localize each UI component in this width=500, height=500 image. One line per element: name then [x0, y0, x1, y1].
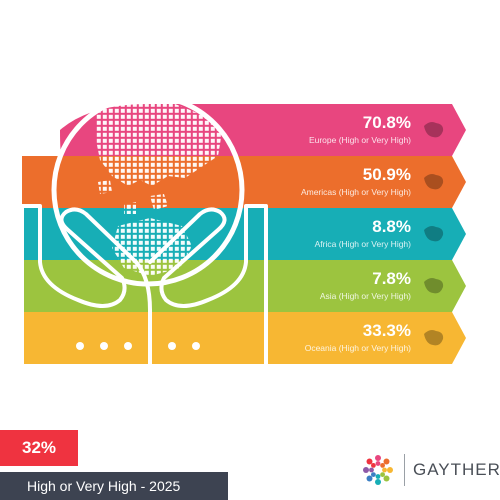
logo-person-body	[375, 461, 381, 466]
oceania-map-icon	[424, 330, 444, 346]
row-caption-europe: Europe (High or Very High)	[309, 135, 411, 145]
logo-person-body	[380, 472, 385, 477]
value-label-oceania: 33.3%	[363, 321, 411, 340]
logo-person-head	[375, 455, 381, 461]
europe-map-icon	[424, 122, 444, 138]
band-edge-asia	[22, 260, 42, 312]
logo-person-head	[383, 475, 390, 482]
logo-person-head	[366, 475, 373, 482]
row-caption-oceania: Oceania (High or Very High)	[305, 343, 411, 353]
brand-divider	[404, 454, 405, 486]
summary-caption: High or Very High - 2025	[0, 472, 228, 500]
logo-person-body	[382, 467, 387, 473]
brand-name: GAYTHER	[413, 460, 500, 479]
people-circle-logo-icon	[363, 455, 393, 485]
band-edge-americas	[22, 156, 42, 208]
brand-logo: GAYTHER	[358, 450, 500, 490]
world-globe-icon	[51, 93, 245, 287]
logo-person-head	[366, 458, 373, 465]
row-caption-asia: Asia (High or Very High)	[320, 291, 411, 301]
value-label-asia: 7.8%	[372, 269, 411, 288]
logo-person-head	[375, 479, 381, 485]
summary-value-badge: 32%	[0, 430, 78, 466]
row-caption-africa: Africa (High or Very High)	[315, 239, 412, 249]
value-label-europe: 70.8%	[363, 113, 411, 132]
logo-person-body	[371, 463, 376, 468]
value-label-africa: 8.8%	[372, 217, 411, 236]
row-caption-americas: Americas (High or Very High)	[301, 187, 411, 197]
logo-person-body	[369, 467, 374, 473]
africa-map-icon	[424, 226, 444, 242]
americas-map-icon	[424, 174, 444, 190]
asia-map-icon	[424, 278, 444, 294]
row-labels: 70.8% Europe (High or Very High) 50.9% Amer…	[301, 113, 444, 353]
logo-person-head	[363, 467, 369, 473]
band-edge-oceania	[22, 312, 42, 364]
infographic: 70.8% Europe (High or Very High) 50.9% Amer…	[20, 93, 466, 368]
band-edge-africa	[22, 208, 42, 260]
logo-person-body	[371, 472, 376, 477]
logo-person-head	[387, 467, 393, 473]
logo-person-head	[383, 458, 390, 465]
logo-person-body	[375, 474, 381, 479]
value-label-americas: 50.9%	[363, 165, 411, 184]
logo-person-body	[380, 463, 385, 468]
cupped-hands-icon	[20, 204, 268, 368]
band-oceania	[40, 312, 466, 364]
cuff-dots	[76, 342, 200, 350]
